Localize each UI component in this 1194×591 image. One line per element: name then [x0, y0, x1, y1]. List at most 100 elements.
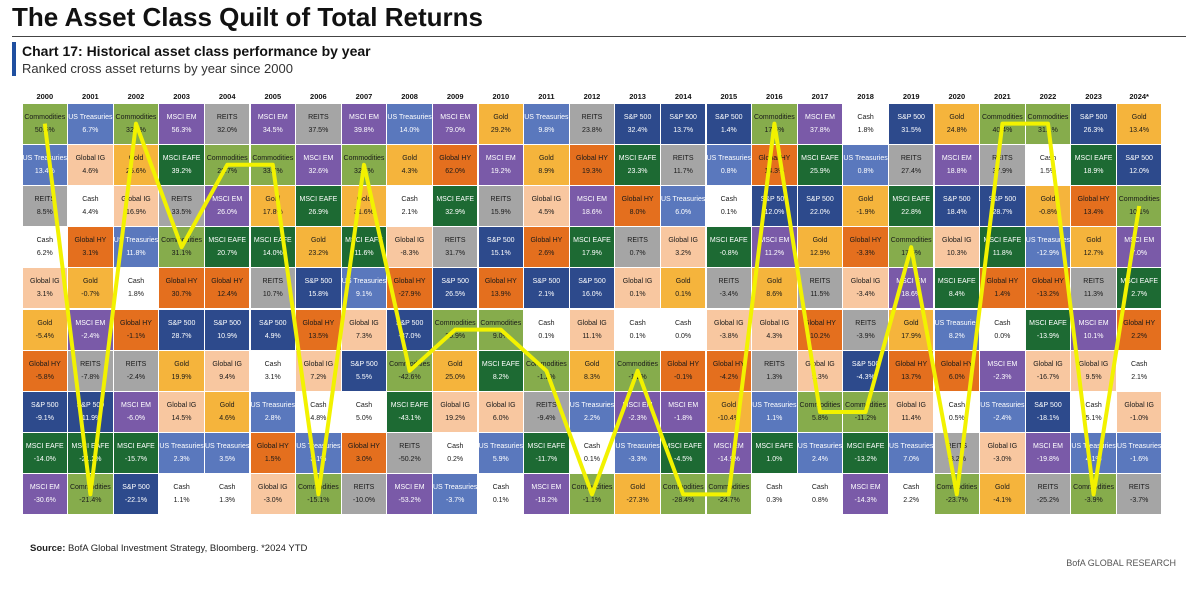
asset-name: MSCI EAFE [892, 195, 931, 203]
asset-return: -13.2% [1036, 291, 1060, 299]
asset-return: -3.9% [856, 332, 875, 340]
asset-return: 11.5% [810, 291, 830, 299]
asset-return: -16.7% [1036, 373, 1060, 381]
asset-return: 1.4% [720, 126, 737, 134]
year-label: 2021 [994, 92, 1011, 101]
asset-name: S&P 500 [122, 484, 150, 492]
quilt-cell: Commodities -24.7% [706, 474, 752, 515]
quilt-cell: Gold -10.4% [706, 391, 752, 433]
quilt-cell: MSCI EAFE 18.9% [1071, 144, 1116, 185]
asset-return: 28.7% [992, 208, 1013, 216]
year-label: 2005 [264, 92, 282, 101]
asset-return: 8.5% [36, 208, 53, 216]
asset-name: S&P 500 [943, 195, 971, 203]
asset-name: Gold [721, 401, 737, 409]
asset-return: 19.3% [582, 167, 602, 175]
quilt-cell: MSCI EAFE -13.9% [1025, 309, 1071, 350]
asset-name: Global HY [439, 154, 472, 162]
quilt-cell: MSCI EM -14.9% [706, 433, 752, 474]
asset-name: S&P 500 [851, 360, 880, 368]
quilt-cell: REITS 32.0% [204, 103, 250, 144]
asset-name: S&P 500 [31, 401, 59, 409]
asset-return: 19.2% [445, 414, 466, 422]
quilt-cell: S&P 500 13.7% [660, 103, 706, 144]
quilt-cell: Cash 0.1% [706, 185, 752, 227]
asset-return: 25.9% [445, 332, 466, 340]
quilt-cell: MSCI EM -1.8% [660, 391, 706, 433]
asset-return: 4.1% [1085, 456, 1102, 464]
asset-name: Commodities [480, 319, 522, 327]
asset-name: MSCI EAFE [390, 401, 429, 409]
quilt-cell: US Treasuries -2.4% [980, 391, 1025, 433]
asset-return: 4.9% [264, 332, 281, 340]
asset-name: S&P 500 [76, 401, 105, 409]
asset-return: 62.0% [445, 167, 466, 175]
quilt-cell: Global HY -13.2% [1025, 268, 1071, 309]
asset-return: 0.1% [492, 497, 509, 505]
quilt-cell: Cash 1.3% [204, 474, 250, 515]
asset-name: Commodities [662, 484, 704, 492]
quilt-cell: Global HY 2.2% [1116, 309, 1162, 350]
asset-name: MSCI EAFE [846, 443, 885, 451]
asset-return: -0.1% [674, 373, 693, 381]
asset-return: 14.0% [262, 250, 283, 258]
asset-return: 7.0% [903, 456, 920, 464]
year-label: 2007 [355, 92, 373, 101]
asset-return: 6.2% [36, 250, 53, 258]
asset-name: Cash [720, 195, 737, 203]
asset-name: S&P 500 [578, 278, 606, 286]
asset-return: -6.0% [126, 414, 146, 422]
asset-name: Commodities [1027, 113, 1069, 121]
year-label: 2004 [218, 92, 236, 101]
asset-name: Commodities [799, 401, 841, 409]
asset-name: Cash [538, 319, 555, 327]
quilt-cell: Commodities -21.4% [68, 474, 113, 515]
quilt-cell: Commodities 31.1% [1025, 103, 1071, 144]
asset-name: Global HY [667, 360, 700, 368]
asset-name: US Treasuries [68, 113, 113, 121]
quilt-cell: S&P 500 26.5% [432, 268, 478, 309]
asset-name: Global IG [714, 319, 744, 327]
quilt-cell: Global HY -27.9% [387, 268, 432, 309]
asset-return: 14.3% [764, 167, 785, 175]
year-label: 2008 [401, 92, 418, 101]
asset-name: MSCI EM [577, 195, 607, 203]
quilt-cell: MSCI EAFE 2.7% [1116, 268, 1162, 309]
quilt-cell: S&P 500 5.5% [341, 350, 387, 391]
asset-name: Gold [766, 278, 782, 286]
asset-return: 10.1% [1083, 332, 1104, 340]
asset-name: REITS [627, 237, 648, 245]
quilt-cell: Global IG 11.1% [569, 309, 615, 350]
asset-name: US Treasuries [569, 401, 615, 409]
asset-name: Global IG [942, 237, 972, 245]
asset-return: 2.7% [1131, 291, 1148, 299]
asset-return: 40.4% [992, 126, 1013, 134]
asset-return: -10.0% [352, 497, 376, 505]
asset-name: Global HY [74, 237, 107, 245]
asset-name: Global IG [531, 195, 562, 203]
quilt-cell: US Treasuries 4.1% [1071, 433, 1116, 474]
asset-name: REITS [399, 443, 420, 451]
asset-name: Cash [492, 484, 509, 492]
asset-return: 20.7% [217, 250, 238, 258]
quilt-cell: Global IG 7.2% [296, 350, 341, 391]
asset-name: S&P 500 [395, 319, 424, 327]
asset-return: 3.2% [675, 250, 692, 258]
asset-name: Cash [447, 443, 464, 451]
quilt-cell: Global HY 8.0% [615, 185, 660, 227]
asset-return: 28.7% [217, 167, 238, 175]
asset-return: -2.3% [628, 414, 647, 422]
asset-return: -9.1% [35, 414, 54, 422]
asset-return: -25.2% [1036, 497, 1060, 505]
asset-return: 13.4% [1083, 208, 1104, 216]
asset-name: Global HY [621, 195, 654, 203]
asset-name: S&P 500 [806, 195, 834, 203]
asset-return: 23.3% [627, 167, 648, 175]
quilt-cell: Global IG 14.5% [159, 391, 204, 433]
asset-return: 56.3% [171, 126, 192, 134]
asset-return: 3.1% [310, 456, 327, 464]
asset-name: MSCI EM [121, 401, 151, 409]
asset-return: 2.1% [1131, 373, 1148, 381]
asset-name: Gold [1040, 195, 1056, 203]
asset-return: 1.8% [857, 126, 874, 134]
